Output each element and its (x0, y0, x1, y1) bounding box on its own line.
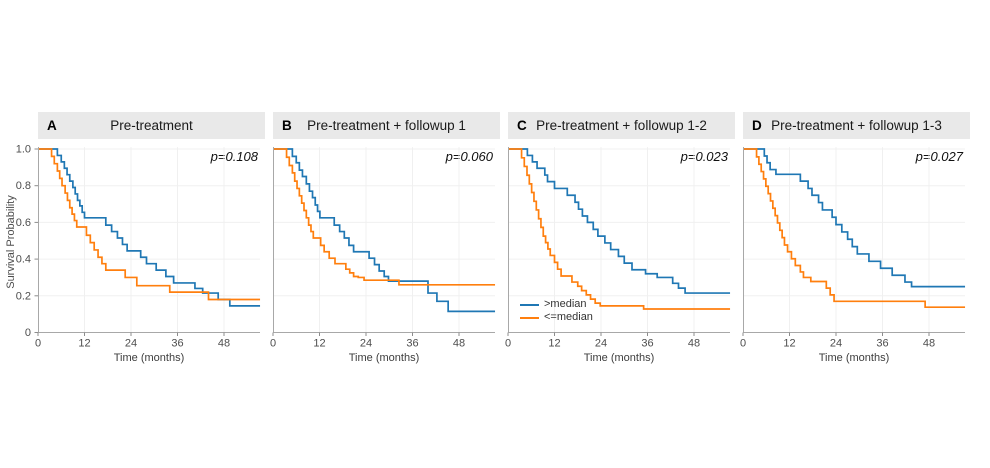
panel-b-title-strip: B Pre-treatment + followup 1 (273, 112, 500, 139)
legend-item-below-median: <=median (520, 311, 593, 324)
panel-d: D Pre-treatment + followup 1-3 p=0.027 0… (740, 112, 970, 387)
panel-c-title-strip: C Pre-treatment + followup 1-2 (508, 112, 735, 139)
panel-b: B Pre-treatment + followup 1 p=0.060 0 12… (270, 112, 500, 387)
svg-text:12: 12 (313, 338, 325, 350)
panel-c-letter: C (517, 118, 527, 133)
panel-d-title: Pre-treatment + followup 1-3 (771, 118, 942, 133)
panel-b-title: Pre-treatment + followup 1 (307, 118, 466, 133)
svg-text:48: 48 (218, 338, 230, 350)
panel-d-title-strip: D Pre-treatment + followup 1-3 (743, 112, 970, 139)
panel-c-x-axis-title: Time (months) (583, 352, 655, 364)
svg-text:36: 36 (641, 338, 653, 350)
svg-text:36: 36 (171, 338, 183, 350)
panel-a-title-strip: A Pre-treatment (38, 112, 265, 139)
svg-text:24: 24 (595, 338, 607, 350)
panel-c-p-value: p=0.023 (680, 149, 728, 164)
svg-text:1.0: 1.0 (16, 145, 31, 156)
svg-text:12: 12 (78, 338, 90, 350)
legend-label-above-median: >median (544, 298, 587, 310)
km-survival-figure: Survival Probability A Pre-treatment p=0… (0, 112, 990, 402)
svg-text:48: 48 (453, 338, 465, 350)
panel-b-letter: B (282, 118, 292, 133)
panel-d-km-plot: 0 12 24 36 48 (740, 147, 966, 350)
legend: >median <=median (520, 298, 593, 324)
legend-label-below-median: <=median (544, 311, 593, 323)
svg-text:24: 24 (360, 338, 372, 350)
svg-text:0: 0 (505, 338, 511, 350)
svg-text:36: 36 (876, 338, 888, 350)
svg-text:24: 24 (125, 338, 137, 350)
svg-text:48: 48 (688, 338, 700, 350)
panel-b-km-plot: 0 12 24 36 48 (270, 147, 496, 350)
panel-d-x-axis-title: Time (months) (818, 352, 890, 364)
svg-text:0.8: 0.8 (16, 180, 31, 192)
svg-text:0.4: 0.4 (16, 254, 31, 266)
legend-item-above-median: >median (520, 298, 593, 311)
panel-a: A Pre-treatment p=0.108 0 12 24 36 48 1.0 0.8 0… (16, 112, 265, 387)
svg-text:12: 12 (783, 338, 795, 350)
panel-a-title: Pre-treatment (110, 118, 193, 133)
svg-text:0.2: 0.2 (16, 290, 31, 302)
panel-b-p-value: p=0.060 (445, 149, 493, 164)
panel-d-letter: D (752, 118, 762, 133)
svg-text:0.6: 0.6 (16, 217, 31, 229)
svg-text:24: 24 (830, 338, 842, 350)
svg-text:0: 0 (35, 338, 41, 350)
panel-a-km-plot: 0 12 24 36 48 1.0 0.8 0.6 0.4 0.2 0 (16, 145, 261, 350)
panel-a-p-value: p=0.108 (210, 149, 258, 164)
panel-b-x-axis-title: Time (months) (348, 352, 420, 364)
svg-text:0: 0 (25, 327, 31, 339)
svg-text:0: 0 (740, 338, 746, 350)
panel-d-p-value: p=0.027 (915, 149, 963, 164)
panel-c: C Pre-treatment + followup 1-2 p=0.023 0… (505, 112, 735, 387)
legend-line-below-median (520, 316, 539, 319)
panel-a-letter: A (47, 118, 57, 133)
legend-line-above-median (520, 303, 539, 306)
panel-c-title: Pre-treatment + followup 1-2 (536, 118, 707, 133)
svg-text:48: 48 (923, 338, 935, 350)
svg-text:36: 36 (406, 338, 418, 350)
panel-c-km-plot: 0 12 24 36 48 (505, 147, 731, 350)
svg-text:12: 12 (548, 338, 560, 350)
panel-a-x-axis-title: Time (months) (113, 352, 185, 364)
svg-text:0: 0 (270, 338, 276, 350)
